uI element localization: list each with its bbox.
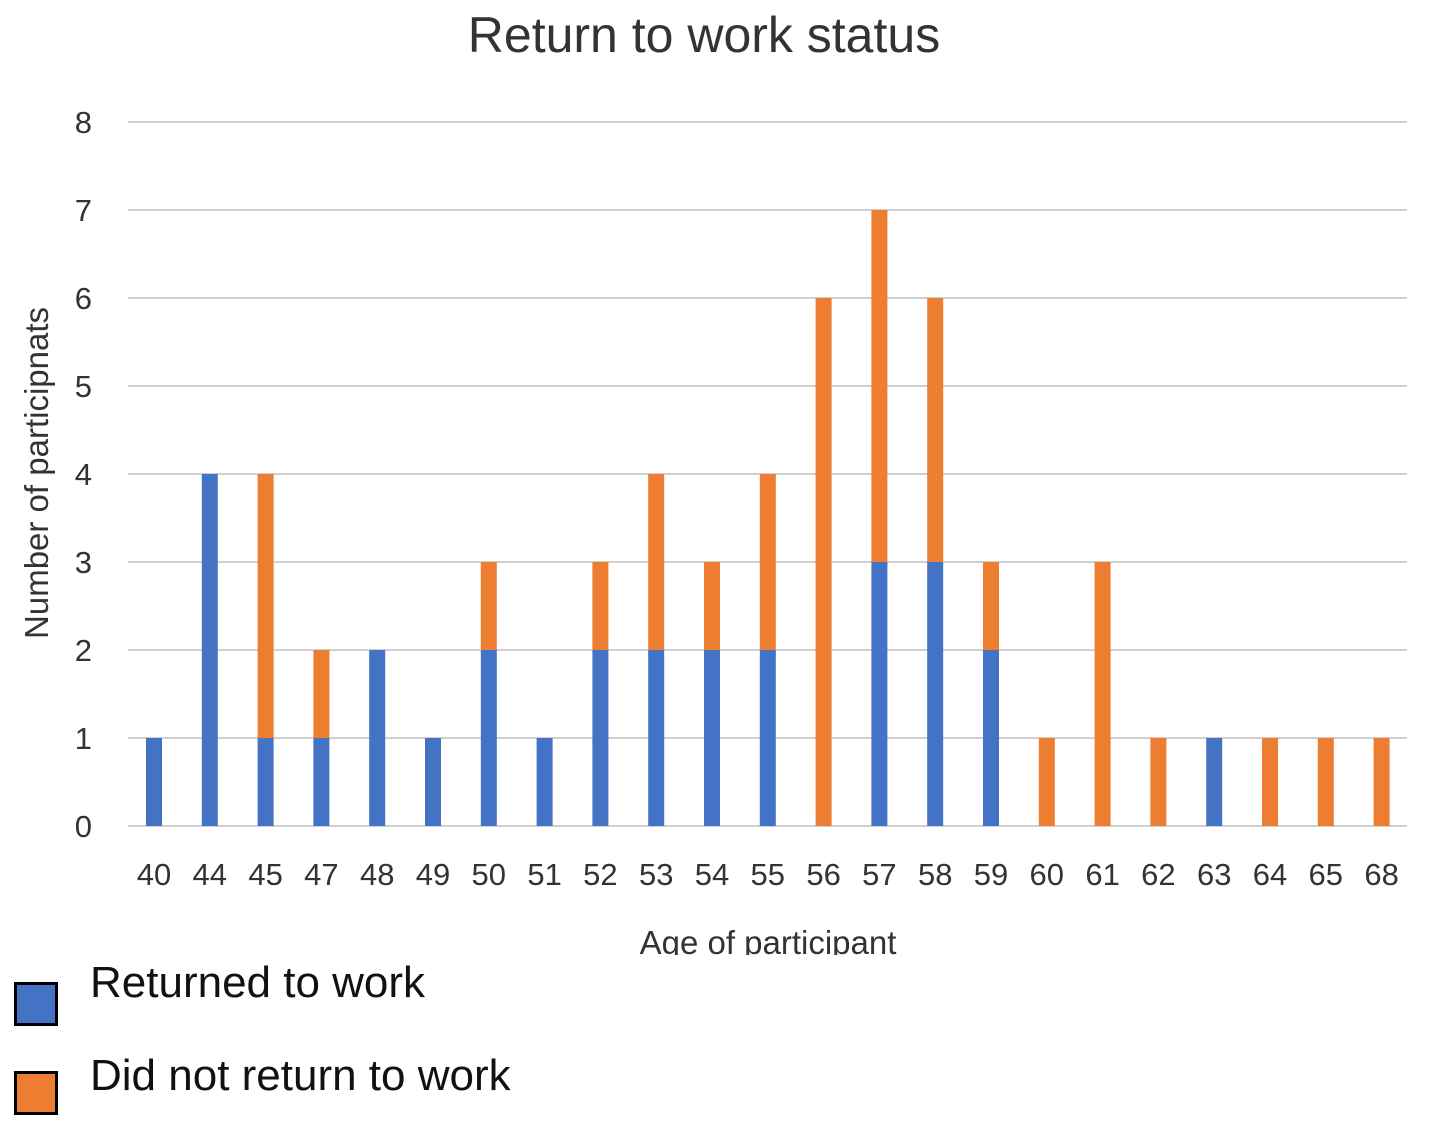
y-tick-label: 5 bbox=[75, 369, 92, 404]
x-tick-label: 56 bbox=[806, 857, 840, 892]
x-tick-labels: 40 44 45 47 48 49 50 51 52 53 54 55 56 57 58 59 60 61 62 63… bbox=[137, 857, 1399, 892]
y-tick-label: 0 bbox=[75, 809, 92, 844]
bar-not-returned bbox=[1262, 738, 1278, 826]
x-tick-label: 54 bbox=[695, 857, 729, 892]
y-axis-label: Number of participnats bbox=[18, 307, 55, 639]
bar-returned bbox=[1206, 738, 1223, 826]
x-tick-label: 55 bbox=[751, 857, 785, 892]
y-tick-label: 3 bbox=[75, 545, 92, 580]
x-tick-label: 45 bbox=[248, 857, 282, 892]
bar-not-returned bbox=[759, 474, 776, 650]
y-tick-label: 4 bbox=[75, 457, 92, 492]
x-tick-label: 47 bbox=[304, 857, 338, 892]
legend-label-returned: Returned to work bbox=[90, 958, 426, 1007]
bar-not-returned bbox=[704, 562, 720, 650]
x-tick-label: 40 bbox=[137, 857, 171, 892]
y-tick-label: 6 bbox=[75, 281, 92, 316]
x-tick-label: 49 bbox=[416, 857, 450, 892]
y-tick-label: 7 bbox=[75, 193, 92, 228]
x-tick-label: 57 bbox=[862, 857, 896, 892]
bar-not-returned bbox=[313, 650, 330, 738]
x-tick-label: 52 bbox=[583, 857, 617, 892]
bar-returned bbox=[759, 650, 776, 826]
bar-returned bbox=[983, 650, 999, 826]
bar-returned bbox=[871, 562, 888, 826]
x-tick-label: 63 bbox=[1197, 857, 1231, 892]
bar-not-returned bbox=[648, 474, 665, 650]
x-tick-label: 64 bbox=[1253, 857, 1287, 892]
y-tick-label: 2 bbox=[75, 633, 92, 668]
legend-swatch-returned bbox=[14, 982, 58, 1026]
y-tick-label: 1 bbox=[75, 721, 92, 756]
legend-swatch-not-returned bbox=[14, 1071, 58, 1115]
bar-not-returned bbox=[871, 210, 888, 562]
y-tick-label: 8 bbox=[75, 105, 92, 140]
bar-returned bbox=[201, 474, 218, 826]
bar-returned bbox=[927, 562, 944, 826]
bar-not-returned bbox=[983, 562, 999, 650]
x-tick-label: 51 bbox=[527, 857, 561, 892]
bar-not-returned bbox=[815, 298, 832, 826]
x-tick-label: 68 bbox=[1364, 857, 1398, 892]
bar-returned bbox=[536, 738, 553, 826]
x-tick-label: 62 bbox=[1141, 857, 1175, 892]
x-tick-label: 48 bbox=[360, 857, 394, 892]
bar-returned bbox=[648, 650, 665, 826]
bar-not-returned bbox=[480, 562, 497, 650]
x-tick-label: 50 bbox=[472, 857, 506, 892]
bar-not-returned bbox=[1094, 562, 1111, 826]
bar-not-returned bbox=[927, 298, 944, 562]
bar-returned bbox=[146, 738, 162, 826]
x-tick-label: 44 bbox=[193, 857, 227, 892]
chart-title: Return to work status bbox=[468, 7, 940, 63]
bar-returned bbox=[425, 738, 441, 826]
bar-returned bbox=[592, 650, 609, 826]
bar-returned bbox=[704, 650, 720, 826]
legend-label-not-returned: Did not return to work bbox=[90, 1051, 511, 1100]
x-tick-label: 65 bbox=[1309, 857, 1343, 892]
x-axis-label: Age of participant bbox=[640, 924, 897, 955]
bar-not-returned bbox=[592, 562, 609, 650]
x-tick-label: 53 bbox=[639, 857, 673, 892]
bar-not-returned bbox=[257, 474, 274, 738]
bar-not-returned bbox=[1317, 738, 1334, 826]
bar-returned bbox=[257, 738, 274, 826]
bar-not-returned bbox=[1373, 738, 1390, 826]
x-tick-label: 61 bbox=[1085, 857, 1119, 892]
bar-returned bbox=[369, 650, 386, 826]
bar-not-returned bbox=[1038, 738, 1055, 826]
y-tick-labels: 0 1 2 3 4 5 6 7 8 bbox=[75, 105, 92, 844]
bar-not-returned bbox=[1150, 738, 1167, 826]
bar-returned bbox=[313, 738, 330, 826]
bar-returned bbox=[480, 650, 497, 826]
x-tick-label: 59 bbox=[974, 857, 1008, 892]
x-tick-label: 60 bbox=[1030, 857, 1064, 892]
bars bbox=[146, 210, 1390, 826]
x-tick-label: 58 bbox=[918, 857, 952, 892]
